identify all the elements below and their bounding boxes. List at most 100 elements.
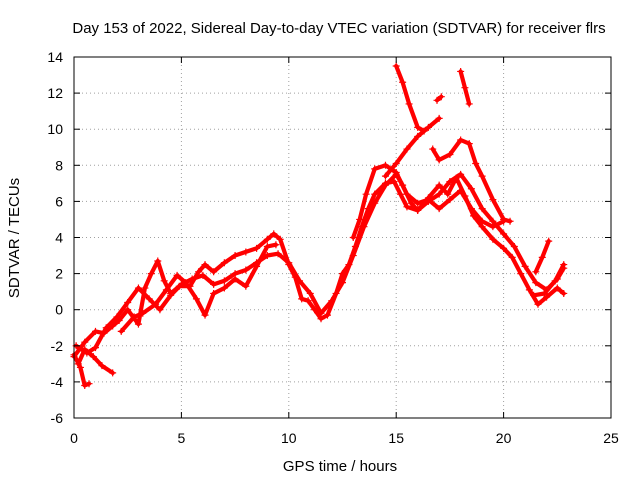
- data-point: [560, 289, 568, 297]
- data-point: [242, 248, 250, 256]
- data-point: [457, 67, 465, 75]
- data-point: [220, 277, 228, 285]
- data-point: [339, 279, 346, 287]
- data-point: [160, 277, 168, 285]
- series-line: [394, 63, 427, 134]
- data-point: [534, 300, 542, 308]
- data-point: [381, 181, 389, 189]
- data-point: [89, 353, 97, 361]
- data-point: [74, 360, 82, 368]
- data-point: [274, 250, 282, 258]
- data-point: [182, 279, 190, 287]
- data-point: [457, 187, 465, 195]
- data-point: [115, 317, 123, 325]
- data-point: [457, 136, 465, 144]
- data-point: [551, 277, 559, 285]
- data-point: [381, 172, 389, 180]
- data-point: [435, 181, 443, 189]
- data-point: [356, 215, 364, 223]
- data-point: [405, 100, 413, 108]
- x-axis-label: GPS time / hours: [283, 458, 397, 475]
- data-point: [192, 295, 200, 303]
- data-point: [98, 362, 106, 370]
- data-point: [201, 311, 209, 319]
- data-point: [500, 230, 508, 238]
- series-track-i: [429, 136, 514, 225]
- data-point: [231, 275, 239, 283]
- data-point: [349, 234, 357, 241]
- data-point: [478, 217, 486, 225]
- data-point: [272, 241, 280, 249]
- data-point: [306, 289, 314, 297]
- data-point: [81, 382, 89, 390]
- data-point: [435, 205, 443, 213]
- data-point: [414, 123, 422, 131]
- data-point: [465, 100, 473, 108]
- data-point: [220, 284, 228, 292]
- data-point: [543, 293, 551, 301]
- x-tick-label: 10: [281, 430, 297, 446]
- data-point: [296, 277, 304, 285]
- data-point: [446, 178, 454, 186]
- y-tick-label: 14: [47, 49, 63, 65]
- data-point: [414, 199, 422, 207]
- data-point: [392, 62, 400, 70]
- data-point: [553, 284, 561, 292]
- data-point: [489, 223, 497, 231]
- data-point: [263, 252, 271, 260]
- data-point: [195, 268, 203, 276]
- data-point: [162, 286, 170, 294]
- data-point: [76, 363, 84, 371]
- series-line: [71, 175, 566, 359]
- data-point: [371, 190, 379, 198]
- data-point: [231, 252, 239, 260]
- y-axis-label: SDTVAR / TECUs: [6, 178, 23, 298]
- data-point: [91, 344, 99, 352]
- data-point: [199, 271, 207, 279]
- data-point: [446, 196, 454, 204]
- data-point: [403, 190, 411, 198]
- x-tick-label: 25: [603, 430, 619, 446]
- data-point: [156, 306, 164, 314]
- data-point: [403, 145, 411, 153]
- x-tick-label: 0: [70, 430, 78, 446]
- x-tick-label: 15: [388, 430, 404, 446]
- series-track-a: [70, 351, 93, 390]
- data-point: [81, 345, 89, 353]
- data-point: [81, 338, 89, 346]
- data-point: [392, 159, 400, 167]
- data-point: [371, 199, 379, 207]
- data-point: [145, 295, 153, 303]
- series-track-e: [117, 241, 280, 335]
- data-point: [113, 313, 121, 321]
- data-point: [500, 215, 508, 223]
- data-point: [478, 172, 486, 180]
- series-line: [74, 172, 566, 356]
- data-point: [304, 297, 312, 305]
- data-point: [545, 237, 553, 245]
- data-point: [414, 206, 422, 214]
- data-point: [362, 190, 370, 198]
- y-tick-label: 2: [55, 266, 63, 282]
- y-tick-label: 6: [55, 193, 63, 209]
- data-point: [446, 150, 454, 158]
- data-point: [276, 235, 284, 243]
- data-point: [521, 262, 529, 270]
- data-point: [139, 309, 147, 317]
- data-point: [253, 262, 261, 270]
- data-point: [478, 205, 486, 213]
- data-point: [399, 78, 407, 86]
- data-point: [317, 309, 325, 317]
- data-point: [124, 298, 132, 306]
- data-point: [177, 280, 185, 288]
- data-point: [532, 268, 540, 276]
- data-point: [444, 190, 452, 198]
- data-point: [508, 253, 516, 261]
- data-point: [109, 369, 117, 377]
- data-point: [188, 275, 196, 283]
- data-point: [472, 159, 480, 167]
- data-point: [147, 270, 155, 278]
- series-track-b: [70, 174, 568, 361]
- x-tick-label: 5: [178, 430, 186, 446]
